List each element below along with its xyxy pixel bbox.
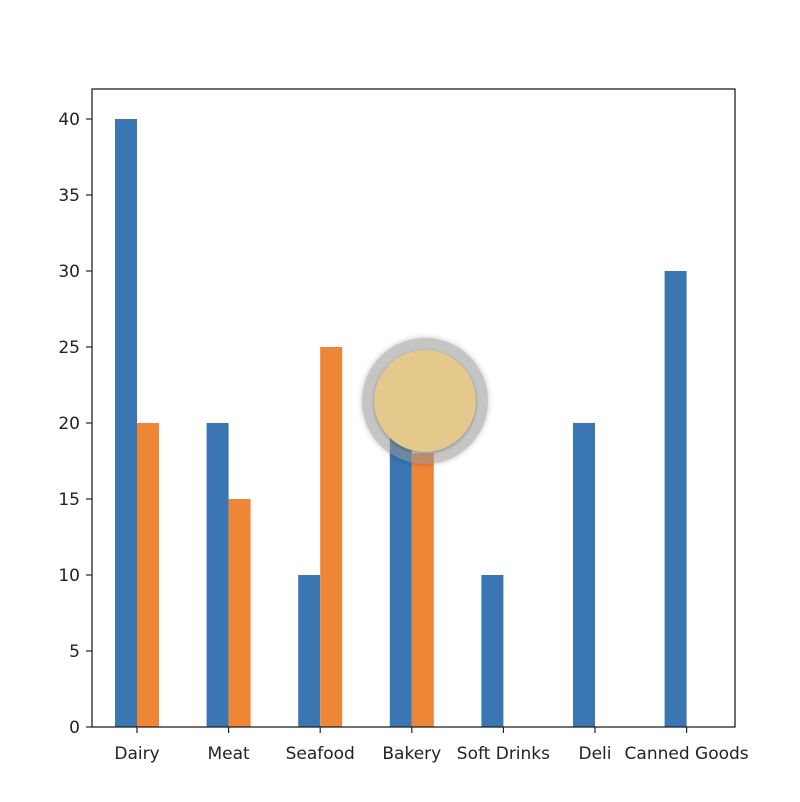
bar-canned-goods-series-1 <box>664 271 687 727</box>
x-axis: Dairy Meat Seafood Bakery Soft Drinks Deli Can… <box>114 727 749 764</box>
y-tick-label: 30 <box>58 262 80 282</box>
x-tick-label-deli: Deli <box>579 744 612 764</box>
bar-deli-series-1 <box>573 423 595 727</box>
bar-dairy-series-1 <box>115 119 137 727</box>
y-tick-label: 10 <box>58 566 80 586</box>
bar-dairy-series-2 <box>137 423 159 727</box>
bar-meat-series-2 <box>228 499 251 727</box>
x-tick-label-seafood: Seafood <box>286 744 355 764</box>
bar-bakery-series-2 <box>411 453 434 727</box>
y-tick-label: 25 <box>58 338 80 358</box>
y-axis: 0 5 10 15 20 25 30 35 40 <box>58 110 92 738</box>
y-tick-label: 5 <box>69 642 80 662</box>
x-tick-label-soft-drinks: Soft Drinks <box>457 744 550 764</box>
x-tick-label-meat: Meat <box>207 744 250 764</box>
y-tick-label: 20 <box>58 414 80 434</box>
plot-frame <box>91 88 736 728</box>
x-tick-label-dairy: Dairy <box>114 744 159 764</box>
y-tick-label: 35 <box>58 186 80 206</box>
bars-group <box>115 119 687 727</box>
y-tick-label: 15 <box>58 490 80 510</box>
y-tick-label: 40 <box>58 110 80 130</box>
y-tick-label: 0 <box>69 718 80 738</box>
bar-meat-series-1 <box>206 423 229 727</box>
bar-seafood-series-1 <box>298 575 321 727</box>
x-tick-label-canned-goods: Canned Goods <box>625 744 749 764</box>
x-tick-label-bakery: Bakery <box>382 744 441 764</box>
bar-soft-drinks-series-1 <box>481 575 504 727</box>
touch-indicator <box>362 338 488 464</box>
bar-seafood-series-2 <box>320 347 343 727</box>
bar-bakery-series-1 <box>389 423 412 727</box>
touch-indicator-center <box>374 350 476 452</box>
